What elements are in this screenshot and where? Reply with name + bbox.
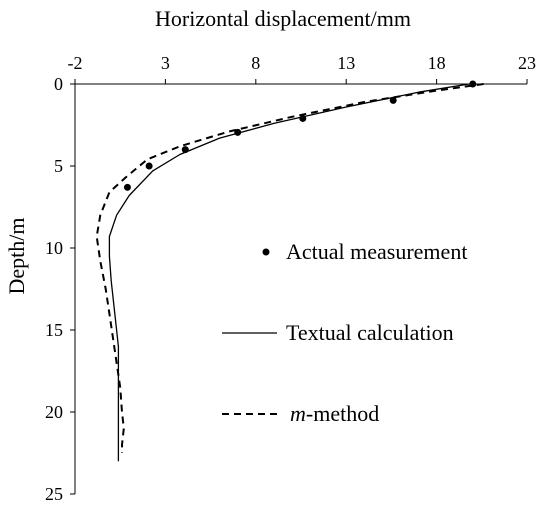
x-tick-label: 18 (428, 53, 446, 73)
data-point-actual (123, 183, 131, 191)
legend-label-m-italic: m (290, 401, 306, 426)
y-tick-label: 20 (45, 402, 63, 422)
legend-label-actual: Actual measurement (286, 239, 467, 264)
x-tick-label: 23 (518, 53, 536, 73)
x-tick-label: -2 (68, 53, 83, 73)
y-tick-label: 5 (54, 156, 63, 176)
y-ticks: 0 5 10 15 20 25 (45, 74, 75, 504)
legend-label-textual: Textual calculation (286, 320, 454, 345)
legend: Actual measurement Textual calculation m… (222, 239, 467, 426)
y-tick-label: 10 (45, 238, 63, 258)
legend-label-m-rest: -method (306, 401, 379, 426)
x-ticks: -2 3 8 13 18 23 (68, 53, 536, 84)
series-line-textual (108, 83, 470, 462)
y-axis-title: Depth/m (4, 218, 29, 295)
x-tick-label: 13 (337, 53, 355, 73)
x-tick-label: 3 (161, 53, 170, 73)
series-layer (95, 80, 484, 462)
plot-area: -2 3 8 13 18 23 0 5 10 15 20 25 (45, 53, 536, 504)
x-axis-title: Horizontal displacement/mm (155, 6, 411, 31)
y-tick-label: 25 (45, 484, 63, 504)
legend-dot-marker (262, 248, 270, 256)
series-line-m-method (95, 83, 484, 453)
x-tick-label: 8 (251, 53, 260, 73)
legend-label-m-method: m-method (290, 401, 379, 426)
y-tick-label: 0 (54, 74, 63, 94)
data-point-actual (389, 96, 397, 104)
data-point-actual (145, 162, 153, 170)
y-tick-label: 15 (45, 320, 63, 340)
